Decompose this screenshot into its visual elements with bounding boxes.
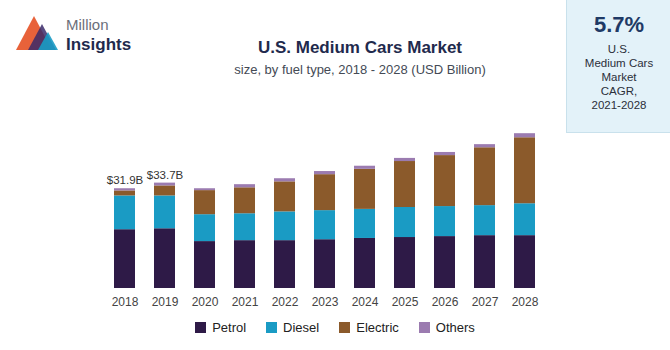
svg-text:2025: 2025 xyxy=(392,295,419,309)
html-text:Electric: Electric xyxy=(356,320,399,335)
svg-text:2027: 2027 xyxy=(472,295,499,309)
html-text:5.7%: 5.7% xyxy=(593,12,645,37)
html-text:Diesel: Diesel xyxy=(283,320,320,335)
html-text:size, by fuel type, 2018 - 202: size, by fuel type, 2018 - 2028 (USD Bil… xyxy=(234,62,486,77)
html-text:U.S. Medium Cars Market: U.S. Medium Cars Market xyxy=(258,38,462,57)
svg-text:Insights: Insights xyxy=(66,35,131,54)
svg-text:2024: 2024 xyxy=(352,295,379,309)
svg-text:2018: 2018 xyxy=(112,295,139,309)
html-text:U.S.: U.S. xyxy=(607,43,631,55)
svg-text:$31.9B: $31.9B xyxy=(107,174,144,186)
svg-text:2026: 2026 xyxy=(432,295,459,309)
html-text:Market: Market xyxy=(601,71,637,83)
svg-text:2019: 2019 xyxy=(152,295,179,309)
svg-text:2020: 2020 xyxy=(192,295,219,309)
svg-text:2021: 2021 xyxy=(232,295,259,309)
svg-text:$33.7B: $33.7B xyxy=(147,169,184,181)
svg-text:2022: 2022 xyxy=(272,295,299,309)
html-text:2021-2028: 2021-2028 xyxy=(591,99,647,111)
html-text:CAGR,: CAGR, xyxy=(600,85,638,97)
svg-text:2023: 2023 xyxy=(312,295,339,309)
html-text:Petrol: Petrol xyxy=(212,320,247,335)
svg-text:Million: Million xyxy=(66,16,109,33)
svg-text:2028: 2028 xyxy=(512,295,539,309)
html-text:Medium Cars: Medium Cars xyxy=(584,57,654,69)
html-text:Others: Others xyxy=(435,320,475,335)
